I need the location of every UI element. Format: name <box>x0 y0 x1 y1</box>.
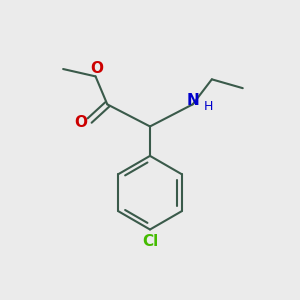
Text: Cl: Cl <box>142 234 158 249</box>
Text: N: N <box>186 93 199 108</box>
Text: H: H <box>203 100 213 113</box>
Text: O: O <box>74 115 87 130</box>
Text: O: O <box>91 61 103 76</box>
